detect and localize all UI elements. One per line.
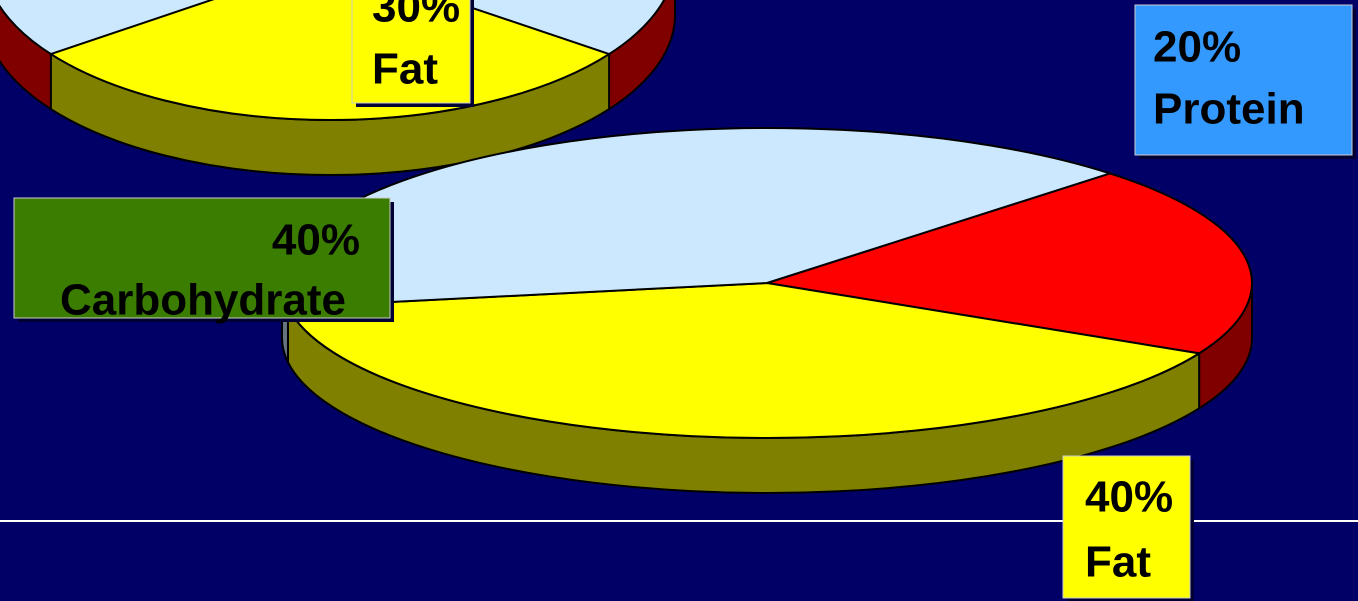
label-box [351,0,471,104]
label-box [1134,4,1353,156]
label-box [13,197,391,319]
label-value: 20% [1153,23,1241,72]
slice-label: 40% Fat [1062,455,1194,601]
slice-label: 40% Carbohydrate [13,197,394,325]
slice-label: 30% Fat [351,0,474,107]
label-value: 40% [272,216,360,265]
label-value: 40% [1085,473,1173,522]
label-category: Fat [1085,538,1151,587]
label-category: Fat [372,45,438,94]
label-value: 30% [372,0,460,32]
slice-label: 20% Protein [1134,4,1356,159]
label-box [1062,455,1191,599]
pie-slice [286,281,1202,439]
pie-slice [766,172,1253,355]
label-category: Carbohydrate [60,276,346,325]
label-category: Protein [1153,85,1305,134]
